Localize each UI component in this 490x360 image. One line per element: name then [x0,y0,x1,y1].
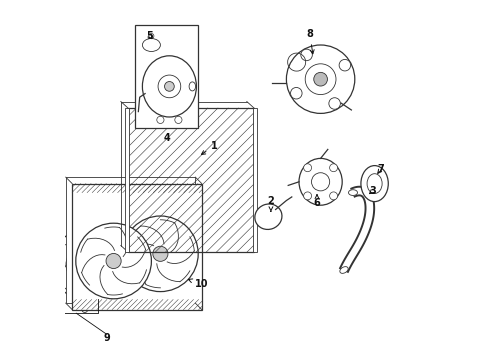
Ellipse shape [189,82,196,91]
Circle shape [291,87,302,99]
Circle shape [122,216,198,292]
Circle shape [329,98,341,109]
Bar [66,177,196,303]
Ellipse shape [299,158,342,205]
Circle shape [301,49,312,61]
Circle shape [106,253,121,269]
Bar [135,25,198,128]
Circle shape [82,307,88,312]
Ellipse shape [143,56,196,117]
Ellipse shape [286,45,355,113]
Text: 2: 2 [268,196,274,211]
Circle shape [149,33,154,39]
Circle shape [76,223,151,299]
Circle shape [314,72,327,86]
Ellipse shape [361,166,388,202]
Circle shape [157,116,164,123]
Circle shape [80,260,90,270]
Text: 10: 10 [189,279,209,289]
Text: 4: 4 [164,133,170,143]
Circle shape [330,192,338,200]
Text: 3: 3 [369,186,376,196]
Circle shape [330,164,338,172]
Circle shape [312,173,330,191]
Text: 9: 9 [103,333,110,343]
Circle shape [158,75,181,98]
Ellipse shape [255,204,282,229]
Ellipse shape [340,267,348,273]
Circle shape [339,59,351,71]
Circle shape [305,64,336,95]
Bar [252,108,257,252]
Text: 6: 6 [314,195,320,208]
Bar [72,184,202,310]
Bar [128,108,254,252]
Text: 5: 5 [147,31,153,41]
Text: 1: 1 [201,141,218,154]
Bar [125,108,129,252]
Ellipse shape [367,174,382,194]
Text: 8: 8 [306,29,314,54]
Bar [72,300,202,310]
Circle shape [50,230,119,299]
Text: 7: 7 [378,164,385,174]
Circle shape [66,246,103,283]
Circle shape [175,116,182,123]
Circle shape [153,246,168,261]
Circle shape [165,81,174,91]
Circle shape [304,164,312,172]
Ellipse shape [143,39,160,51]
Circle shape [304,192,312,200]
Ellipse shape [348,190,358,195]
